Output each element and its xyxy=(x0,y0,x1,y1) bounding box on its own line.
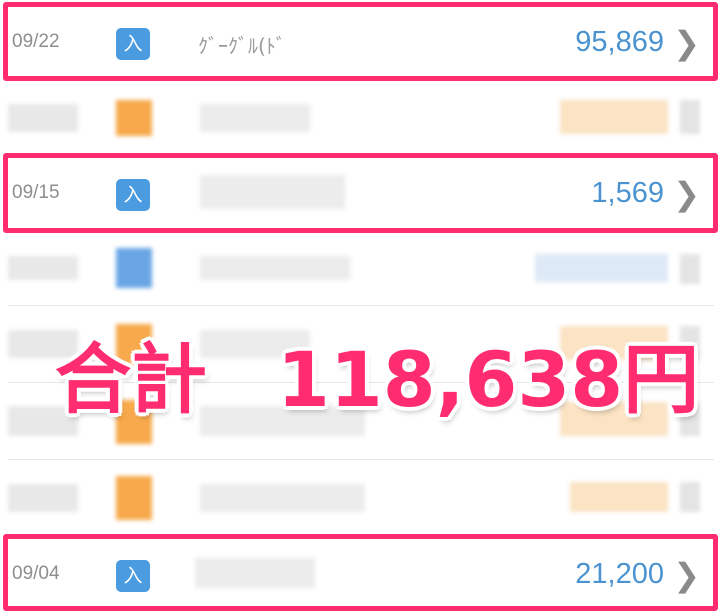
income-badge: 入 xyxy=(116,28,150,60)
divider xyxy=(8,382,714,383)
transaction-row-blurred[interactable] xyxy=(0,384,722,460)
total-amount: 118,638円 xyxy=(277,335,700,424)
blurred-date xyxy=(8,330,78,358)
transaction-date: 09/15 xyxy=(12,182,60,203)
blurred-name xyxy=(200,406,365,436)
transaction-row-blurred[interactable] xyxy=(0,80,722,156)
blurred-amount xyxy=(570,482,668,512)
blurred-badge xyxy=(116,476,152,520)
blurred-badge xyxy=(116,248,152,288)
blurred-date xyxy=(8,256,78,280)
chevron-right-icon xyxy=(680,100,700,134)
transaction-row-blurred[interactable] xyxy=(0,460,722,536)
chevron-right-icon xyxy=(680,326,700,360)
divider xyxy=(8,459,714,460)
blurred-date xyxy=(8,406,78,436)
transaction-row-blurred[interactable] xyxy=(0,230,722,306)
transaction-amount: 1,569 xyxy=(591,177,664,209)
transaction-row[interactable]: 09/15 入 1,569 ❯ xyxy=(0,155,722,231)
blurred-amount xyxy=(560,326,668,360)
transaction-row[interactable]: 09/22 入 ｸﾞｰｸﾞﾙ(ﾄﾞ 95,869 ❯ xyxy=(0,4,722,80)
blurred-badge xyxy=(116,100,152,136)
blurred-name xyxy=(200,256,350,280)
blurred-date xyxy=(8,104,78,132)
blurred-name xyxy=(195,558,315,588)
blurred-amount xyxy=(560,100,668,134)
blurred-date xyxy=(8,484,78,512)
highlight-box xyxy=(3,153,718,233)
transaction-name: ｸﾞｰｸﾞﾙ(ﾄﾞ xyxy=(198,34,286,58)
total-overlay: 合計 118,638円 xyxy=(55,318,699,428)
chevron-right-icon: ❯ xyxy=(673,175,700,213)
blurred-name xyxy=(200,175,345,209)
blurred-badge xyxy=(116,400,152,444)
transaction-amount: 95,869 xyxy=(575,26,664,58)
chevron-right-icon xyxy=(680,482,700,512)
blurred-name xyxy=(200,330,310,358)
blurred-amount xyxy=(560,402,668,436)
highlight-box xyxy=(3,534,718,611)
blurred-name xyxy=(200,104,310,132)
income-badge: 入 xyxy=(116,179,150,211)
transaction-row-blurred[interactable] xyxy=(0,308,722,384)
chevron-right-icon xyxy=(680,402,700,436)
chevron-right-icon: ❯ xyxy=(673,24,700,62)
transaction-date: 09/04 xyxy=(12,563,60,584)
highlight-box xyxy=(3,2,718,81)
chevron-right-icon xyxy=(680,254,700,284)
blurred-name xyxy=(200,484,365,512)
transaction-amount: 21,200 xyxy=(575,558,664,590)
total-label: 合計 xyxy=(55,335,207,424)
divider xyxy=(8,305,714,306)
income-badge: 入 xyxy=(116,560,150,592)
transaction-date: 09/22 xyxy=(12,31,60,52)
blurred-amount xyxy=(535,254,668,282)
transaction-row[interactable]: 09/04 入 21,200 ❯ xyxy=(0,536,722,612)
chevron-right-icon: ❯ xyxy=(673,556,700,594)
blurred-badge xyxy=(116,324,152,364)
